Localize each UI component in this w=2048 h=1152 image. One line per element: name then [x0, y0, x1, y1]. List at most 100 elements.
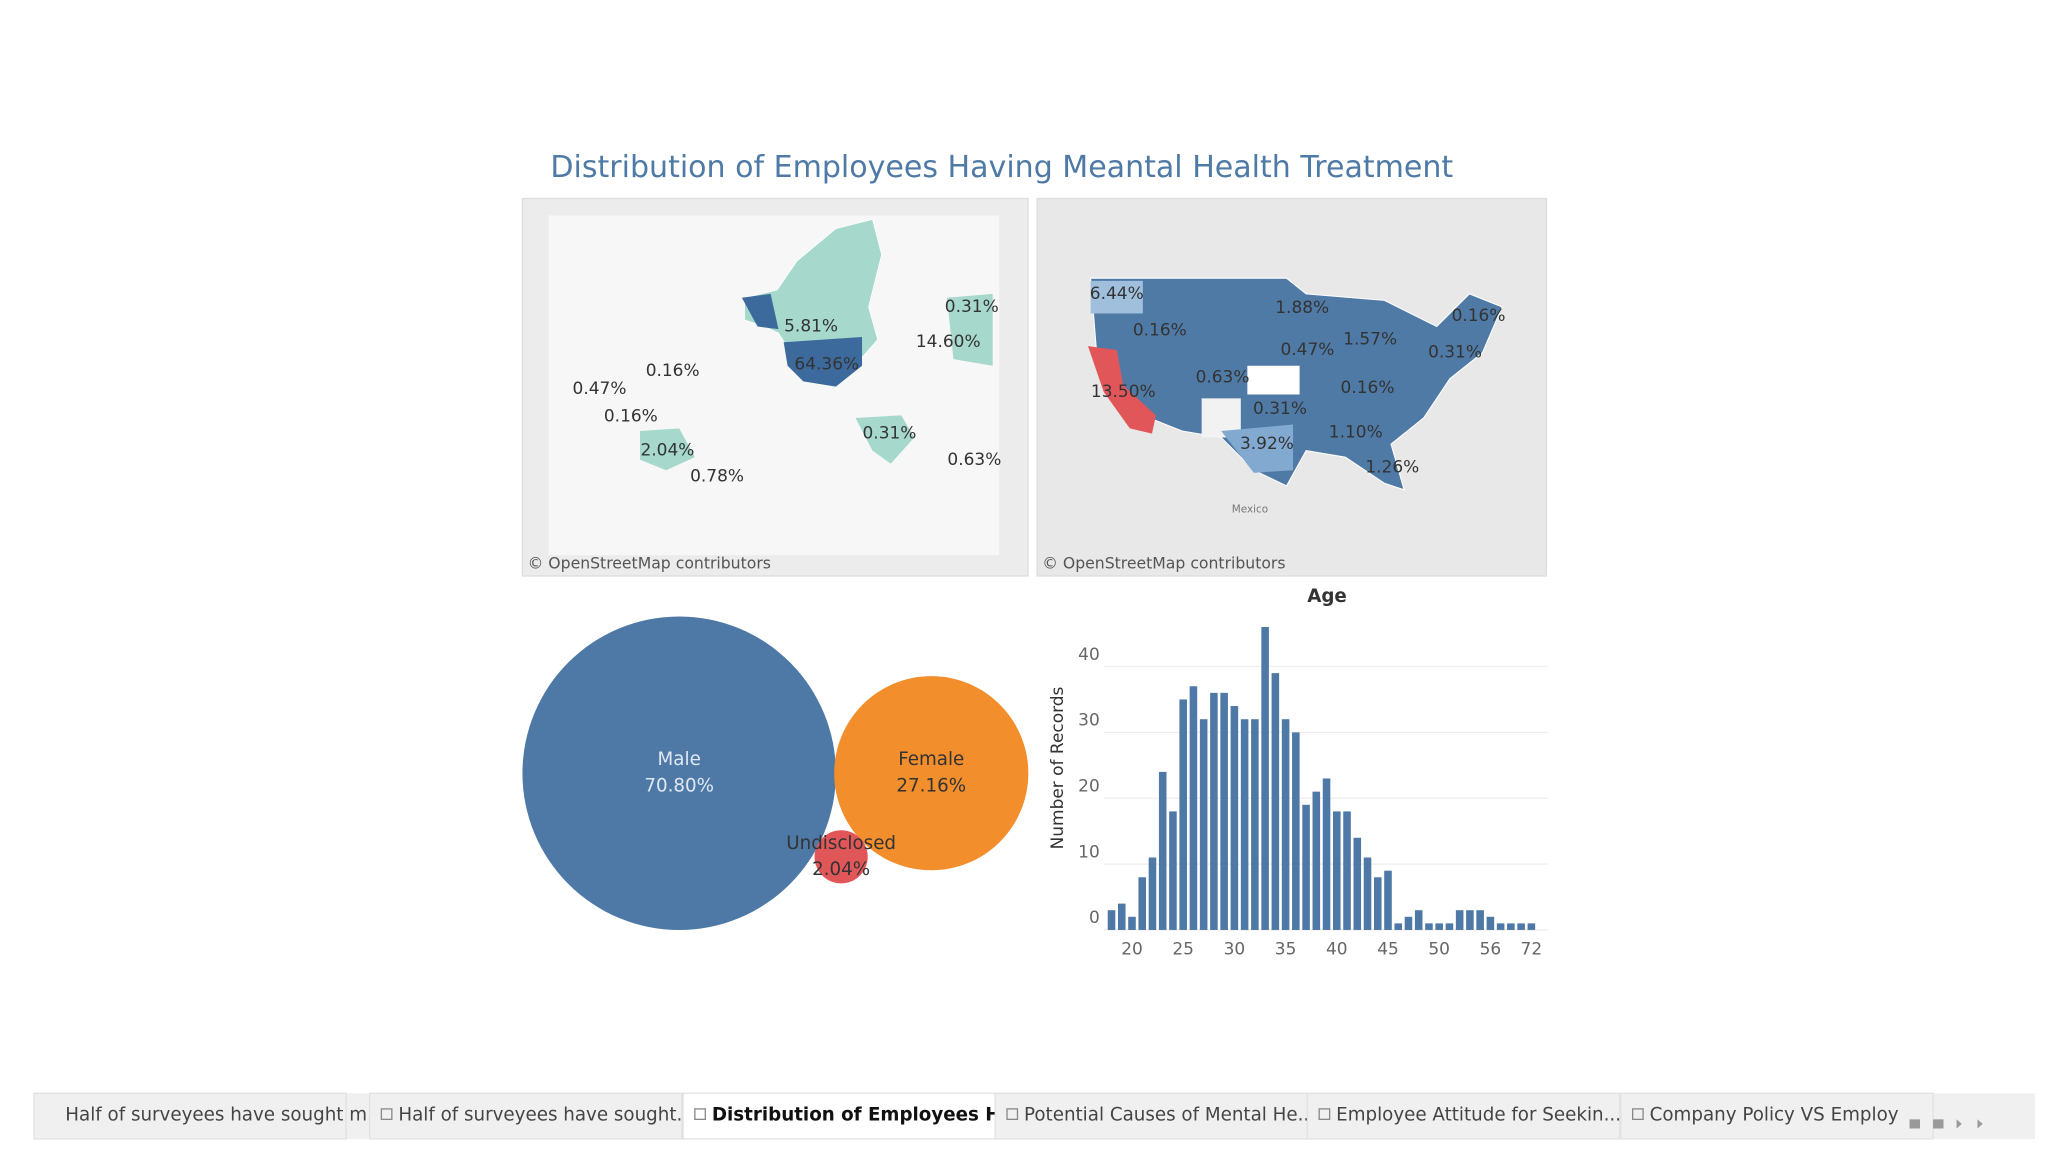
- state-no-data: [1247, 365, 1300, 395]
- x-tick-label: 50: [1428, 940, 1450, 960]
- bar: [1128, 916, 1136, 930]
- map-value-label: 0.78%: [690, 467, 744, 487]
- tab-icon: [1006, 1108, 1019, 1120]
- map-value-label: 0.63%: [947, 450, 1001, 470]
- tab-label[interactable]: Distribution of Employees H...: [712, 1104, 1022, 1125]
- nav-arrow[interactable]: [1956, 1119, 1962, 1129]
- tab-label[interactable]: Company Policy VS Employ: [1650, 1104, 1899, 1125]
- nav-icon[interactable]: [1909, 1119, 1920, 1129]
- tab-label[interactable]: Potential Causes of Mental He...: [1024, 1104, 1315, 1125]
- bar: [1230, 706, 1239, 930]
- australia: [640, 428, 695, 471]
- bar: [1199, 719, 1208, 930]
- bar: [1251, 719, 1259, 930]
- tab-icon: [1318, 1108, 1331, 1120]
- bar: [1333, 811, 1341, 930]
- tab-label[interactable]: Half of surveyees have sought...: [398, 1104, 694, 1125]
- bubble-label: Male: [658, 749, 701, 770]
- bar: [1220, 692, 1228, 930]
- bar: [1353, 837, 1362, 930]
- map-value-label: 0.16%: [604, 407, 658, 427]
- tab[interactable]: [368, 1092, 683, 1140]
- tab-icon: [1631, 1108, 1644, 1120]
- california: [1088, 346, 1156, 434]
- map-value-label: 0.16%: [1341, 378, 1395, 398]
- bar: [1445, 923, 1454, 930]
- x-tick-label: 20: [1121, 940, 1143, 960]
- bar: [1169, 811, 1177, 930]
- map-value-label: 1.57%: [1343, 330, 1397, 350]
- map-value-label: 64.36%: [794, 354, 859, 374]
- bar: [1435, 923, 1443, 930]
- bar: [1384, 870, 1392, 930]
- bar: [1425, 923, 1433, 930]
- tab-icon: [694, 1108, 706, 1120]
- bar: [1261, 626, 1269, 930]
- europe: [946, 293, 993, 366]
- tab[interactable]: [33, 1092, 347, 1140]
- nav-arrow[interactable]: [1977, 1119, 1983, 1129]
- bar: [1363, 857, 1372, 930]
- x-axis-title: Age: [1307, 586, 1347, 607]
- map-value-label: 5.81%: [784, 317, 838, 337]
- x-tick-label: 35: [1275, 940, 1297, 960]
- bar: [1240, 719, 1249, 930]
- tab-icon: [380, 1108, 393, 1120]
- bubble-value-label: 2.04%: [812, 859, 870, 880]
- tab-label[interactable]: Half of surveyees have sought m...: [65, 1104, 384, 1125]
- bar: [1517, 923, 1525, 930]
- map-attribution: © OpenStreetMap contributors: [1042, 554, 1285, 573]
- nav-icon[interactable]: [1933, 1119, 1944, 1129]
- tab[interactable]: [682, 1092, 996, 1140]
- tab[interactable]: [1620, 1092, 1934, 1140]
- state-light: [1090, 280, 1143, 314]
- bar: [1466, 910, 1474, 930]
- bar: [1312, 791, 1321, 930]
- map-value-label: 2.04%: [640, 441, 694, 461]
- bubble-value-label: 27.16%: [896, 775, 966, 796]
- y-tick-label: 40: [1078, 645, 1100, 665]
- x-tick-label: 45: [1377, 940, 1399, 960]
- y-axis-title: Number of Records: [1048, 686, 1068, 849]
- bubble: [834, 676, 1029, 871]
- bubble: [522, 616, 836, 930]
- map-value-label: 1.10%: [1329, 422, 1383, 442]
- map-value-label: 0.31%: [1253, 399, 1307, 419]
- map-value-label: 0.16%: [646, 361, 700, 381]
- bar: [1507, 923, 1515, 930]
- state-no-data: [1201, 398, 1241, 438]
- bar: [1292, 732, 1300, 930]
- bubble-label: Undisclosed: [786, 833, 896, 854]
- bubble-label: Female: [898, 749, 964, 770]
- map-value-label: 3.92%: [1240, 434, 1294, 454]
- tab[interactable]: [1306, 1092, 1621, 1140]
- x-tick-label: 25: [1172, 940, 1194, 960]
- tab-label[interactable]: Employee Attitude for Seekin...: [1336, 1104, 1621, 1125]
- x-tick-label: 56: [1480, 940, 1502, 960]
- map-value-label: 6.44%: [1090, 284, 1144, 304]
- map-attribution: © OpenStreetMap contributors: [528, 554, 771, 573]
- x-tick-label: 30: [1224, 940, 1246, 960]
- bar: [1210, 692, 1218, 930]
- bar: [1394, 923, 1403, 930]
- bar: [1281, 719, 1290, 930]
- map-value-label: 14.60%: [916, 332, 981, 352]
- bar: [1148, 857, 1157, 930]
- map-value-label: 0.47%: [1280, 340, 1334, 360]
- y-tick-label: 0: [1089, 908, 1100, 928]
- us-map: Mexico © OpenStreetMap contributors: [1036, 197, 1548, 577]
- south-america: [855, 415, 915, 464]
- bar: [1496, 923, 1505, 930]
- tab[interactable]: [994, 1092, 1309, 1140]
- map-value-label: 1.26%: [1365, 458, 1419, 478]
- bar: [1455, 910, 1464, 930]
- bubble-value-label: 70.80%: [644, 775, 714, 796]
- bar: [1373, 877, 1382, 930]
- bar: [1414, 910, 1423, 930]
- bar: [1404, 916, 1413, 930]
- y-tick-label: 30: [1078, 711, 1100, 731]
- bar: [1322, 778, 1331, 930]
- bar: [1189, 686, 1198, 930]
- alaska: [741, 293, 779, 330]
